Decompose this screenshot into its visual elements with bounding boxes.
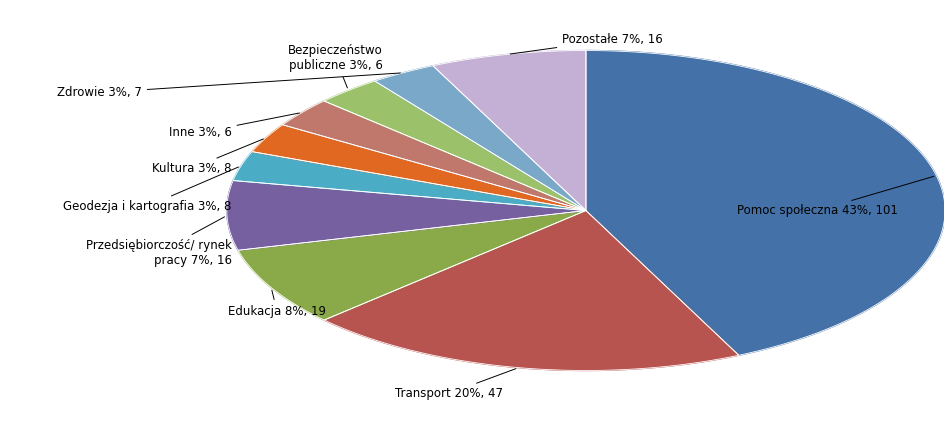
Text: Kultura 3%, 8: Kultura 3%, 8 [152, 139, 263, 175]
Text: Zdrowie 3%, 7: Zdrowie 3%, 7 [57, 73, 400, 99]
Polygon shape [227, 181, 585, 250]
Polygon shape [324, 210, 738, 370]
Text: Pomoc społeczna 43%, 101: Pomoc społeczna 43%, 101 [736, 176, 933, 217]
Text: Bezpieczeństwo
publiczne 3%, 6: Bezpieczeństwo publiczne 3%, 6 [288, 43, 382, 88]
Text: Inne 3%, 6: Inne 3%, 6 [168, 113, 299, 139]
Text: Geodezja i kartografia 3%, 8: Geodezja i kartografia 3%, 8 [63, 167, 238, 213]
Text: Przedsiębiorczość/ rynek
pracy 7%, 16: Przedsiębiorczość/ rynek pracy 7%, 16 [86, 217, 231, 266]
Polygon shape [233, 152, 585, 210]
Polygon shape [282, 101, 585, 210]
Text: Edukacja 8%, 19: Edukacja 8%, 19 [228, 290, 326, 318]
Text: Transport 20%, 47: Transport 20%, 47 [395, 369, 515, 400]
Polygon shape [432, 51, 585, 210]
Polygon shape [252, 125, 585, 210]
Text: Pozostałe 7%, 16: Pozostałe 7%, 16 [510, 33, 663, 54]
Polygon shape [238, 210, 585, 320]
Polygon shape [375, 66, 585, 210]
Polygon shape [585, 51, 944, 355]
Polygon shape [324, 81, 585, 210]
